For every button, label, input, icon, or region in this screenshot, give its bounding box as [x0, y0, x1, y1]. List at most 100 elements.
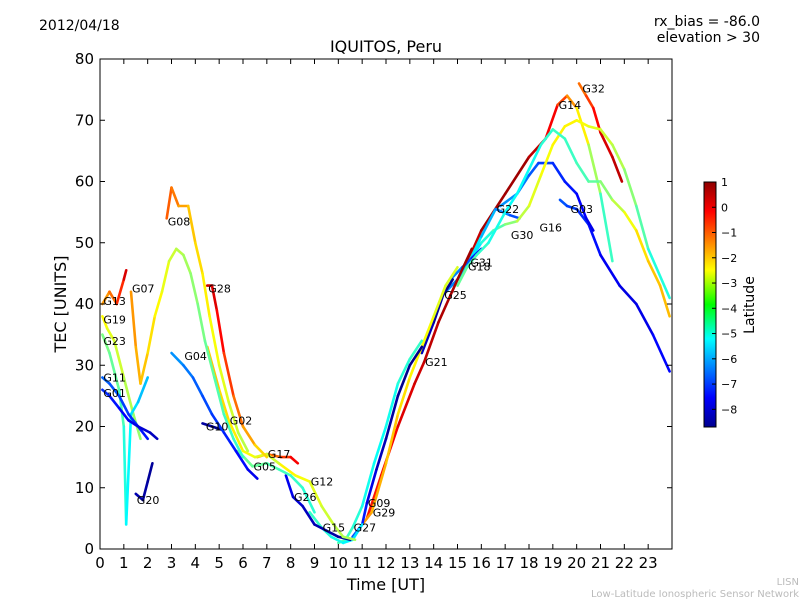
- series-segment: [325, 529, 340, 539]
- prn-label: G14: [559, 99, 582, 112]
- series-segment: [432, 284, 447, 318]
- series-segment: [396, 382, 416, 428]
- x-tick-label: 6: [238, 554, 248, 572]
- series-segment: [277, 461, 297, 477]
- series-segment: [136, 425, 152, 434]
- series-segment: [508, 213, 521, 220]
- series-segment: [494, 207, 512, 217]
- series-segment: [456, 247, 474, 281]
- series-segment: [215, 308, 226, 355]
- x-tick-label: 5: [214, 554, 224, 572]
- y-tick-label: 80: [75, 50, 94, 68]
- series-segment: [122, 268, 128, 281]
- colorbar-ticks: 1 0 −1 −2 −3 −4 −5 −6 −7 −8: [712, 176, 737, 416]
- series-segment: [284, 474, 295, 499]
- series-g10: [201, 422, 223, 431]
- series-segment: [146, 461, 154, 483]
- series-segment: [108, 290, 118, 306]
- x-tick-label: 12: [376, 554, 395, 572]
- series-segment: [599, 128, 614, 147]
- bias-label: rx_bias = -86.0: [654, 14, 760, 30]
- series-segment: [201, 272, 211, 318]
- series-g32: [577, 82, 624, 183]
- series-segment: [420, 314, 436, 349]
- series-segment: [186, 204, 197, 245]
- series-g09: [351, 345, 424, 539]
- series-segment: [217, 388, 230, 422]
- colorbar-tick-label: −5: [721, 328, 737, 341]
- prn-label: G07: [132, 283, 155, 296]
- prn-label: G31: [470, 256, 493, 269]
- prn-label: G29: [373, 506, 396, 519]
- series-segment: [167, 247, 178, 263]
- footer-org-long: Low-Latitude Ionospheric Sensor Network: [591, 589, 799, 600]
- series-segment: [487, 210, 507, 245]
- prn-label: G19: [103, 313, 126, 326]
- series-segment: [251, 461, 269, 468]
- series-segment: [558, 198, 569, 208]
- series-g13: [101, 268, 128, 306]
- series-segment: [332, 523, 345, 539]
- prn-label: G32: [582, 82, 605, 95]
- series-segment: [294, 474, 312, 483]
- x-tick-label: 21: [591, 554, 610, 572]
- series-segment: [127, 419, 140, 428]
- prn-label: G02: [230, 414, 253, 427]
- series-segment: [241, 425, 257, 447]
- series-segment: [227, 400, 240, 434]
- series-segment: [122, 376, 135, 416]
- series-segment: [599, 180, 614, 202]
- series-g18: [456, 128, 671, 318]
- y-axis: 0 10 20 30 40 50 60 70 80: [75, 50, 672, 558]
- series-segment: [148, 431, 159, 441]
- series-segment: [265, 452, 281, 465]
- series-segment: [539, 128, 555, 147]
- prn-label: G25: [444, 289, 467, 302]
- series-segment: [208, 314, 221, 367]
- series-segment: [556, 94, 569, 107]
- colorbar-label: Latitude: [742, 276, 758, 334]
- prn-label: G09: [368, 497, 391, 510]
- series-segment: [246, 468, 259, 480]
- elevation-label: elevation > 30: [657, 30, 760, 46]
- series-segment: [227, 419, 245, 453]
- series-segment: [313, 523, 328, 532]
- series-segment: [563, 180, 579, 196]
- series-segment: [611, 155, 624, 183]
- series-segment: [182, 363, 195, 379]
- series-segment: [129, 290, 138, 349]
- x-tick-label: 3: [167, 554, 177, 572]
- prn-label: G08: [168, 215, 191, 228]
- series-segment: [101, 290, 111, 306]
- prn-label: G18: [468, 261, 491, 274]
- series-segment: [565, 204, 579, 211]
- series-layer: [101, 82, 671, 545]
- x-tick-label: 14: [424, 554, 443, 572]
- series-segment: [587, 125, 602, 131]
- series-segment: [141, 480, 149, 502]
- prn-label: G11: [103, 372, 126, 385]
- series-segment: [634, 204, 650, 251]
- series-segment: [465, 253, 478, 269]
- series-segment: [575, 207, 590, 226]
- colorbar-tick-label: −4: [721, 302, 737, 315]
- series-segment: [117, 394, 130, 416]
- series-segment: [146, 314, 157, 355]
- x-tick-label: 16: [472, 554, 491, 572]
- prn-label: G30: [511, 229, 534, 242]
- series-segment: [341, 535, 357, 542]
- series-segment: [575, 161, 590, 183]
- footer-org-short: LISN: [777, 577, 799, 588]
- series-segment: [515, 204, 531, 223]
- prn-label: G12: [311, 476, 334, 489]
- series-segment: [503, 220, 519, 226]
- series-segment: [265, 461, 281, 471]
- plot-frame: [99, 58, 673, 550]
- colorbar-tick-label: 0: [721, 201, 728, 214]
- series-segment: [646, 247, 671, 300]
- series-segment: [584, 94, 595, 110]
- prn-label: G01: [103, 387, 126, 400]
- y-tick-label: 10: [75, 479, 94, 497]
- series-segment: [189, 272, 199, 306]
- series-segment: [375, 437, 388, 471]
